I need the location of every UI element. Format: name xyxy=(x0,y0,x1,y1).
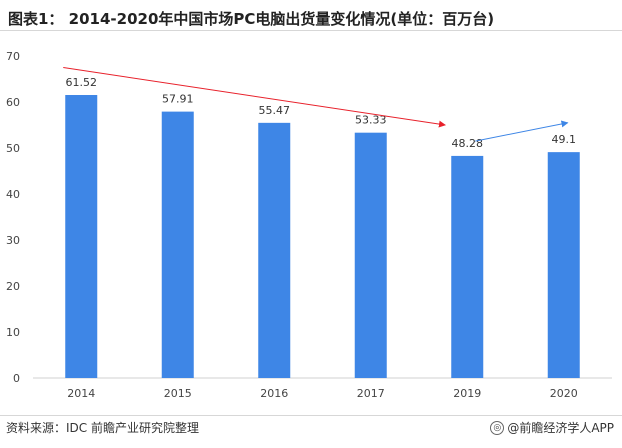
x-tick-label: 2014 xyxy=(67,387,95,400)
y-tick-label: 0 xyxy=(13,372,20,385)
bar xyxy=(547,152,580,378)
brand-credit: ◎ @前瞻经济学人APP xyxy=(490,419,614,436)
brand-text: @前瞻经济学人APP xyxy=(507,421,614,435)
y-tick-label: 20 xyxy=(6,280,20,293)
bar xyxy=(161,111,194,378)
bar xyxy=(258,122,291,378)
x-tick-label: 2019 xyxy=(453,387,481,400)
data-label: 53.33 xyxy=(355,114,387,127)
y-tick-label: 40 xyxy=(6,188,20,201)
brand-logo-icon: ◎ xyxy=(490,420,505,435)
trend-arrow-down xyxy=(63,67,446,128)
y-tick-label: 50 xyxy=(6,142,20,155)
y-tick-label: 70 xyxy=(6,50,20,63)
data-label: 49.1 xyxy=(552,133,577,146)
bar xyxy=(451,155,484,378)
data-label: 61.52 xyxy=(66,76,98,89)
data-label: 57.91 xyxy=(162,93,194,106)
title-divider xyxy=(0,30,622,31)
y-tick-label: 60 xyxy=(6,96,20,109)
footer-divider xyxy=(0,415,622,416)
trend-arrow-up xyxy=(475,120,569,142)
y-tick-label: 10 xyxy=(6,326,20,339)
bar xyxy=(354,132,387,378)
chart-title: 图表1： 2014-2020年中国市场PC电脑出货量变化情况(单位：百万台) xyxy=(8,10,495,28)
data-label: 48.28 xyxy=(452,137,484,150)
bar xyxy=(65,95,98,378)
bar-chart: 0 10 20 30 40 50 60 70 61.52 2014 57.91 2015 55.47 20… xyxy=(6,50,612,400)
data-label: 55.47 xyxy=(259,104,291,117)
x-tick-label: 2017 xyxy=(357,387,385,400)
x-tick-label: 2020 xyxy=(550,387,578,400)
x-tick-label: 2016 xyxy=(260,387,288,400)
y-tick-label: 30 xyxy=(6,234,20,247)
x-tick-label: 2015 xyxy=(164,387,192,400)
source-note: 资料来源：IDC 前瞻产业研究院整理 xyxy=(6,421,199,435)
